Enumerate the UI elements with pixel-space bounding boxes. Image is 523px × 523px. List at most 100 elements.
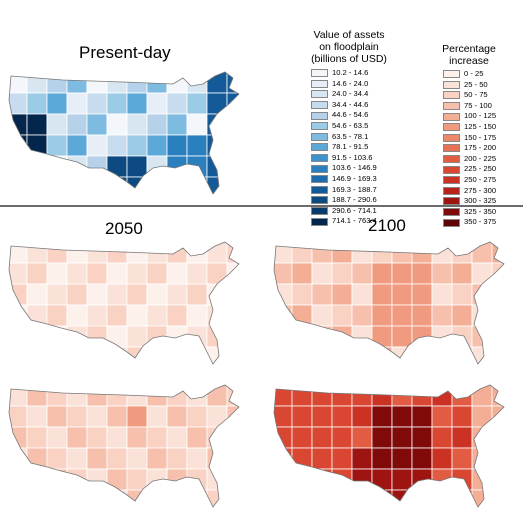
state-region xyxy=(66,92,88,115)
state-region xyxy=(186,325,208,348)
state-region xyxy=(226,426,239,449)
state-region xyxy=(431,468,453,491)
percentage-legend-swatch xyxy=(443,80,460,89)
percentage-legend-row: 50 - 75 xyxy=(443,90,496,101)
state-region xyxy=(106,155,128,178)
state-region xyxy=(451,283,473,306)
percentage-legend-label: 0 - 25 xyxy=(464,69,484,78)
state-region xyxy=(311,262,333,285)
state-region xyxy=(186,405,208,428)
us-outline xyxy=(273,384,505,508)
assets-legend-title-line2: on floodplain xyxy=(319,41,379,53)
percentage-legend-label: 25 - 50 xyxy=(464,79,488,89)
state-region xyxy=(46,113,68,136)
state-region xyxy=(451,325,473,348)
state-region xyxy=(9,176,28,194)
state-region xyxy=(351,468,373,491)
state-region xyxy=(166,405,188,428)
assets-legend-row: 34.4 - 44.6 xyxy=(311,100,377,111)
state-region xyxy=(291,242,313,264)
year-2050-title: 2050 xyxy=(105,219,143,238)
state-region xyxy=(451,405,473,428)
state-region xyxy=(351,242,373,264)
assets-legend-row: 91.5 - 103.6 xyxy=(311,153,377,164)
state-region xyxy=(66,262,88,285)
state-region xyxy=(431,346,453,364)
state-region xyxy=(371,447,393,470)
state-region xyxy=(126,468,148,491)
assets-legend-label: 103.6 - 146.9 xyxy=(332,163,377,173)
state-region xyxy=(206,325,228,348)
section-divider xyxy=(0,205,523,207)
assets-legend-swatch xyxy=(311,101,328,110)
assets-legend-label: 10.2 - 14.6 xyxy=(332,68,369,77)
state-region xyxy=(331,283,353,306)
state-region xyxy=(491,242,504,264)
state-region xyxy=(471,304,493,327)
assets-legend-row: 146.9 - 169.3 xyxy=(311,174,377,185)
state-region xyxy=(126,134,148,157)
percentage-legend-swatch xyxy=(443,165,460,174)
us-map-2050-scenario-b xyxy=(8,384,240,508)
percentage-legend-swatch xyxy=(443,91,460,100)
state-region xyxy=(146,489,168,507)
assets-legend-row: 24.0 - 34.4 xyxy=(311,89,377,100)
state-region xyxy=(351,426,373,449)
state-region xyxy=(411,489,433,507)
assets-legend-swatch xyxy=(311,111,328,120)
assets-legend-swatch xyxy=(311,175,328,184)
state-region xyxy=(371,405,393,428)
state-region xyxy=(146,72,168,94)
state-region xyxy=(26,242,48,264)
state-region xyxy=(274,283,293,306)
state-region xyxy=(146,304,168,327)
state-region xyxy=(291,468,313,491)
assets-legend-swatch xyxy=(311,79,328,88)
state-region xyxy=(331,426,353,449)
state-region xyxy=(226,346,239,364)
state-region xyxy=(311,385,333,407)
state-region xyxy=(46,426,68,449)
assets-legend-swatch xyxy=(311,143,328,152)
percentage-legend-swatch xyxy=(443,186,460,195)
state-region xyxy=(491,447,504,470)
state-region xyxy=(291,346,313,364)
percentage-legend-label: 150 - 175 xyxy=(464,132,497,142)
state-region xyxy=(186,283,208,306)
state-region xyxy=(226,468,239,491)
state-region xyxy=(471,405,493,428)
state-region xyxy=(491,468,504,491)
state-region xyxy=(126,262,148,285)
state-region xyxy=(146,447,168,470)
state-region xyxy=(166,134,188,157)
state-region xyxy=(106,385,128,407)
state-region xyxy=(186,113,208,136)
state-region xyxy=(274,346,293,364)
state-region xyxy=(86,468,108,491)
state-region xyxy=(371,385,393,407)
present-day-us-map xyxy=(8,71,240,195)
us-map-2050-scenario-a xyxy=(8,241,240,365)
state-region xyxy=(26,262,48,285)
percentage-legend-row: 275 - 300 xyxy=(443,186,496,197)
state-region xyxy=(411,405,433,428)
state-region xyxy=(451,346,473,364)
state-region xyxy=(411,262,433,285)
us-map-2100-scenario-b xyxy=(273,384,505,508)
assets-legend-label: 146.9 - 169.3 xyxy=(332,173,377,183)
state-region xyxy=(66,113,88,136)
state-region xyxy=(86,447,108,470)
state-region xyxy=(311,242,333,264)
assets-legend-label: 714.1 - 763.4 xyxy=(332,216,377,226)
assets-legend-label: 34.4 - 44.6 xyxy=(332,99,369,109)
state-region xyxy=(431,405,453,428)
percentage-legend-label: 350 - 375 xyxy=(464,217,497,227)
state-region xyxy=(126,283,148,306)
state-region xyxy=(166,92,188,115)
assets-legend-row: 63.5 - 78.1 xyxy=(311,132,377,143)
state-region xyxy=(351,447,373,470)
state-region xyxy=(471,447,493,470)
state-region xyxy=(206,468,228,491)
state-region xyxy=(66,489,88,507)
state-region xyxy=(46,134,68,157)
